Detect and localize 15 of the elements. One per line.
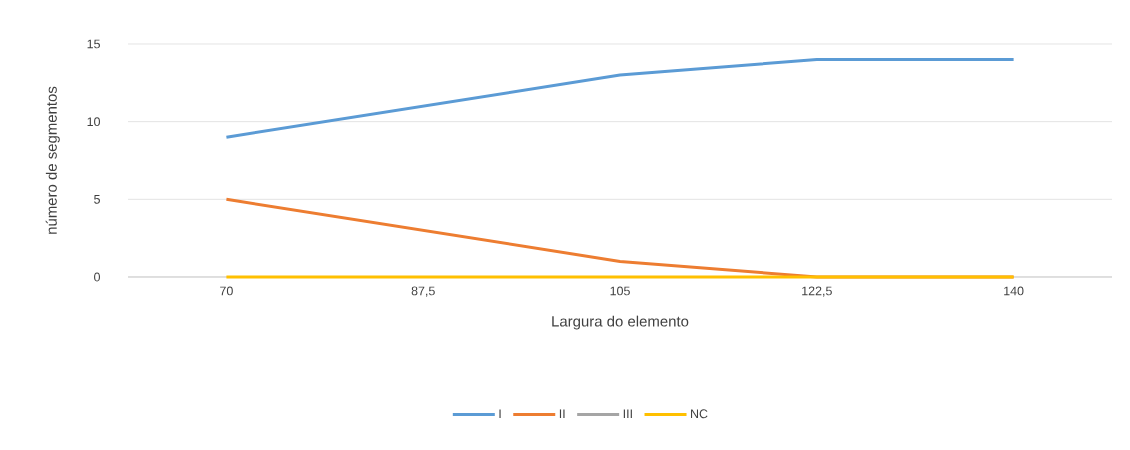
x-tick-label: 87,5 <box>411 286 435 297</box>
legend-label: III <box>623 409 632 418</box>
legend-label: II <box>559 409 565 418</box>
y-axis-title: número de segmentos <box>45 86 60 234</box>
legend-label: NC <box>691 409 708 419</box>
legend-label: I <box>499 409 501 418</box>
x-axis-title: Largura do elemento <box>552 315 689 330</box>
y-tick-label: 10 <box>87 117 100 127</box>
y-tick-label: 0 <box>94 272 100 282</box>
x-tick-label: 122,5 <box>802 286 832 297</box>
x-tick-label: 140 <box>1004 286 1024 296</box>
x-tick-label: 70 <box>220 286 233 296</box>
y-tick-label: 15 <box>87 39 100 49</box>
x-tick-label: 105 <box>610 286 630 296</box>
y-tick-label: 5 <box>94 194 100 204</box>
